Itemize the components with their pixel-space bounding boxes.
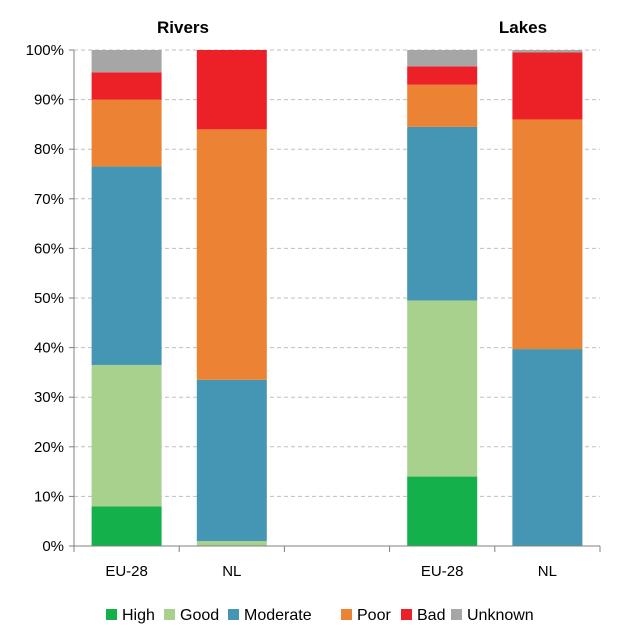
x-tick-label: NL bbox=[222, 563, 241, 580]
legend-swatch bbox=[106, 609, 117, 620]
bar-segment-poor bbox=[91, 99, 162, 167]
legend-swatch bbox=[451, 609, 462, 620]
y-tick-label: 60% bbox=[34, 240, 64, 257]
bar-segment-good bbox=[407, 300, 478, 477]
group-title-lakes: Lakes bbox=[499, 18, 547, 37]
bar-segment-high bbox=[407, 476, 478, 546]
y-tick-label: 70% bbox=[34, 191, 64, 208]
legend-label: Moderate bbox=[244, 607, 312, 624]
x-tick-labels: EU-28 NL EU-28 NL bbox=[105, 563, 557, 580]
bar-segment-good bbox=[91, 364, 162, 507]
legend-label: High bbox=[122, 607, 155, 624]
bar-segment-moderate bbox=[512, 349, 583, 546]
bars bbox=[91, 50, 583, 546]
legend-label: Unknown bbox=[467, 607, 534, 624]
legend-item-good: Good bbox=[164, 607, 219, 624]
legend-swatch bbox=[164, 609, 175, 620]
y-tick-label: 90% bbox=[34, 92, 64, 109]
legend: High Good Moderate Poor Bad Unknown bbox=[106, 607, 534, 624]
bar-segment-unknown bbox=[407, 50, 478, 67]
y-tick-label: 20% bbox=[34, 439, 64, 456]
legend-item-bad: Bad bbox=[401, 607, 445, 624]
group-title-rivers: Rivers bbox=[157, 18, 209, 37]
legend-item-poor: Poor bbox=[341, 607, 391, 624]
bar-segment-unknown bbox=[91, 50, 162, 73]
legend-swatch bbox=[401, 609, 412, 620]
x-tick-label: EU-28 bbox=[421, 563, 464, 580]
legend-swatch bbox=[341, 609, 352, 620]
y-tick-label: 30% bbox=[34, 389, 64, 406]
bar-segment-poor bbox=[196, 129, 267, 380]
x-tick-label: NL bbox=[538, 563, 557, 580]
legend-label: Poor bbox=[357, 607, 391, 624]
bar-segment-bad bbox=[196, 50, 267, 130]
y-tick-labels: 0% 10% 20% 30% 40% 50% 60% 70% 80% 90% 100% bbox=[26, 42, 64, 555]
y-tick-label: 50% bbox=[34, 290, 64, 307]
legend-label: Good bbox=[180, 607, 219, 624]
y-tick-label: 0% bbox=[42, 538, 64, 555]
legend-item-high: High bbox=[106, 607, 155, 624]
bar-segment-unknown bbox=[512, 50, 583, 53]
bar-segment-good bbox=[196, 541, 267, 546]
legend-swatch bbox=[228, 609, 239, 620]
bar-segment-bad bbox=[91, 72, 162, 100]
bar-segment-bad bbox=[407, 66, 478, 85]
legend-label: Bad bbox=[417, 607, 445, 624]
bar-segment-moderate bbox=[196, 379, 267, 542]
legend-item-unknown: Unknown bbox=[451, 607, 534, 624]
legend-item-moderate: Moderate bbox=[228, 607, 312, 624]
axes bbox=[73, 50, 600, 547]
bar-segment-moderate bbox=[91, 166, 162, 365]
y-tick-label: 80% bbox=[34, 141, 64, 158]
bar-segment-high bbox=[91, 506, 162, 546]
x-tick-label: EU-28 bbox=[105, 563, 148, 580]
y-tick-label: 10% bbox=[34, 488, 64, 505]
gridlines bbox=[69, 49, 601, 552]
bar-segment-bad bbox=[512, 52, 583, 120]
bar-segment-poor bbox=[407, 84, 478, 127]
bar-segment-moderate bbox=[407, 126, 478, 301]
y-tick-label: 40% bbox=[34, 340, 64, 357]
y-tick-label: 100% bbox=[26, 42, 64, 59]
bar-segment-poor bbox=[512, 119, 583, 350]
